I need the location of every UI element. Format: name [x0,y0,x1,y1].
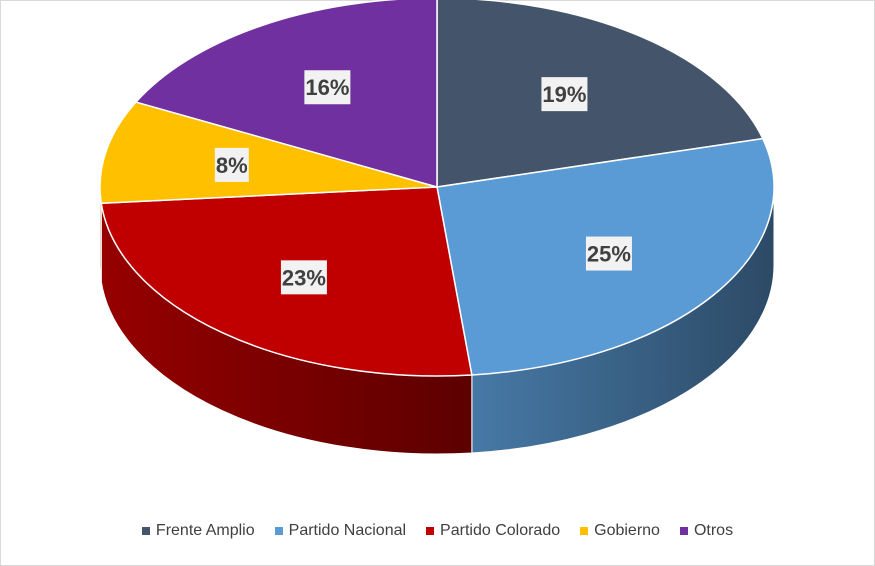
data-label-partido-colorado: 23% [280,260,327,295]
pie-slice-otros [135,0,438,188]
legend: Frente Amplio Partido Nacional Partido C… [0,522,875,540]
legend-item-frente-amplio: Frente Amplio [141,522,255,540]
legend-swatch [426,527,435,535]
legend-item-otros: Otros [679,522,734,540]
legend-swatch [274,527,283,535]
data-label-gobierno: 8% [214,147,249,182]
data-label-background [585,236,632,271]
legend-label: Gobierno [594,522,660,539]
legend-item-partido-nacional: Partido Nacional [274,522,407,540]
data-label-background [541,77,588,112]
legend-label: Partido Nacional [288,522,407,539]
data-label-background [304,70,351,105]
legend-label: Partido Colorado [440,522,561,539]
data-label-text: 16% [305,75,349,100]
data-label-text: 25% [587,242,631,267]
data-label-text: 23% [282,265,326,290]
data-label-otros: 16% [304,70,351,105]
legend-label: Otros [693,522,734,539]
data-label-text: 8% [216,153,248,178]
legend-label: Frente Amplio [155,522,255,539]
legend-item-partido-colorado: Partido Colorado [426,522,560,540]
data-label-background [280,260,327,295]
pie-slice-gobierno [99,101,438,205]
data-label-text: 19% [542,82,586,107]
data-label-frente-amplio: 19% [541,77,588,112]
legend-swatch [141,527,150,535]
data-label-background [214,147,249,182]
data-label-partido-nacional: 25% [585,236,632,271]
legend-swatch [580,527,589,535]
legend-item-gobierno: Gobierno [580,522,660,540]
pie-slice-frente-amplio [436,0,764,188]
legend-swatch [679,527,688,535]
